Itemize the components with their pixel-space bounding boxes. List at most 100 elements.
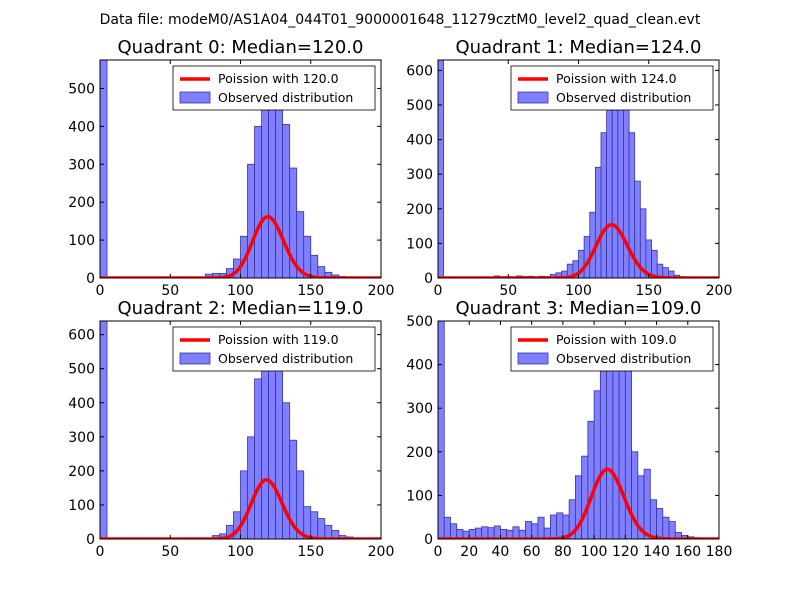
x-tick-label: 150 xyxy=(635,283,662,299)
histogram-bar xyxy=(494,526,500,539)
legend-label-poisson: Poission with 109.0 xyxy=(556,332,677,347)
histogram-bar xyxy=(652,250,658,278)
histogram-bar xyxy=(582,456,588,539)
y-tick-label: 400 xyxy=(68,119,95,135)
chart-title: Quadrant 3: Median=109.0 xyxy=(456,298,702,319)
histogram-bar xyxy=(262,353,269,539)
legend-label-poisson: Poission with 120.0 xyxy=(218,71,339,86)
y-tick-label: 0 xyxy=(424,271,433,287)
histogram-bar xyxy=(311,512,318,539)
x-tick-label: 50 xyxy=(161,283,179,299)
legend-label-poisson: Poission with 124.0 xyxy=(556,71,677,86)
x-tick-label: 200 xyxy=(368,544,395,560)
histogram-bar xyxy=(538,517,544,539)
y-tick-label: 300 xyxy=(68,430,95,446)
legend: Poission with 120.0 Observed distribution xyxy=(173,66,375,110)
y-tick-label: 200 xyxy=(68,195,95,211)
y-tick-label: 200 xyxy=(406,202,433,218)
y-tick-label: 100 xyxy=(68,498,95,514)
histogram-bar xyxy=(595,167,601,278)
y-tick-label: 500 xyxy=(68,81,95,97)
y-tick-label: 300 xyxy=(68,157,95,173)
histogram-bar xyxy=(248,437,255,539)
histogram-bar xyxy=(450,524,456,539)
y-tick-label: 600 xyxy=(68,328,95,344)
y-tick-label: 0 xyxy=(86,271,95,287)
x-tick-label: 140 xyxy=(643,544,670,560)
x-tick-label: 50 xyxy=(161,544,179,560)
y-tick-label: 400 xyxy=(68,396,95,412)
legend: Poission with 124.0 Observed distribution xyxy=(511,66,713,110)
x-tick-label: 0 xyxy=(96,283,105,299)
x-tick-label: 80 xyxy=(554,544,572,560)
histogram-bar xyxy=(588,421,594,539)
histogram-bar xyxy=(255,379,262,539)
histogram-bar xyxy=(248,164,255,278)
legend-patch-swatch xyxy=(180,353,210,364)
y-tick-label: 400 xyxy=(406,358,433,374)
histogram-bar xyxy=(600,356,606,539)
y-tick-label: 500 xyxy=(406,98,433,114)
legend-label-observed: Observed distribution xyxy=(556,90,691,105)
y-tick-label: 100 xyxy=(406,236,433,252)
x-tick-label: 60 xyxy=(523,544,541,560)
x-tick-label: 40 xyxy=(492,544,510,560)
histogram-bar xyxy=(513,527,519,539)
histogram-bar xyxy=(601,133,607,278)
histogram-bar xyxy=(325,525,332,539)
histogram-bar xyxy=(438,60,444,278)
x-tick-label: 180 xyxy=(706,544,733,560)
histogram-bar xyxy=(444,517,450,539)
y-tick-label: 100 xyxy=(406,488,433,504)
histogram-bar xyxy=(644,469,650,539)
x-tick-label: 0 xyxy=(434,544,443,560)
histogram-bar xyxy=(255,126,262,278)
histogram-bar xyxy=(557,513,563,539)
chart-title: Quadrant 1: Median=124.0 xyxy=(456,37,702,58)
histogram-bar xyxy=(482,527,488,539)
x-tick-label: 20 xyxy=(460,544,478,560)
x-tick-label: 120 xyxy=(612,544,639,560)
legend-patch-swatch xyxy=(180,92,210,103)
x-tick-label: 160 xyxy=(674,544,701,560)
x-tick-label: 100 xyxy=(581,544,608,560)
legend-patch-swatch xyxy=(518,353,548,364)
legend-patch-swatch xyxy=(518,92,548,103)
y-tick-label: 0 xyxy=(86,532,95,548)
x-tick-label: 100 xyxy=(227,283,254,299)
y-tick-label: 600 xyxy=(406,63,433,79)
histogram-bar xyxy=(594,391,600,539)
histogram-bar xyxy=(550,515,556,539)
x-tick-label: 200 xyxy=(706,283,733,299)
histogram-bar xyxy=(318,519,325,539)
histogram-bar xyxy=(438,321,444,539)
y-tick-label: 100 xyxy=(68,233,95,249)
x-tick-label: 100 xyxy=(227,544,254,560)
y-tick-label: 500 xyxy=(406,314,433,330)
histogram-bar xyxy=(269,87,276,278)
x-tick-label: 0 xyxy=(96,544,105,560)
histogram-bar xyxy=(532,524,538,539)
histogram-bar xyxy=(241,471,248,539)
x-tick-label: 150 xyxy=(297,283,324,299)
histogram-bar xyxy=(650,500,656,539)
histogram-bar xyxy=(657,508,663,539)
legend-label-observed: Observed distribution xyxy=(556,351,691,366)
x-tick-label: 0 xyxy=(434,283,443,299)
y-tick-label: 200 xyxy=(406,445,433,461)
histogram-bar xyxy=(663,517,669,539)
x-tick-label: 50 xyxy=(499,283,517,299)
y-tick-label: 0 xyxy=(424,532,433,548)
legend-label-observed: Observed distribution xyxy=(218,90,353,105)
histogram-bar xyxy=(525,522,531,539)
x-tick-label: 150 xyxy=(297,544,324,560)
figure-suptitle: Data file: modeM0/AS1A04_044T01_90000016… xyxy=(100,12,701,28)
histogram-bar xyxy=(276,364,283,539)
y-tick-label: 300 xyxy=(406,167,433,183)
